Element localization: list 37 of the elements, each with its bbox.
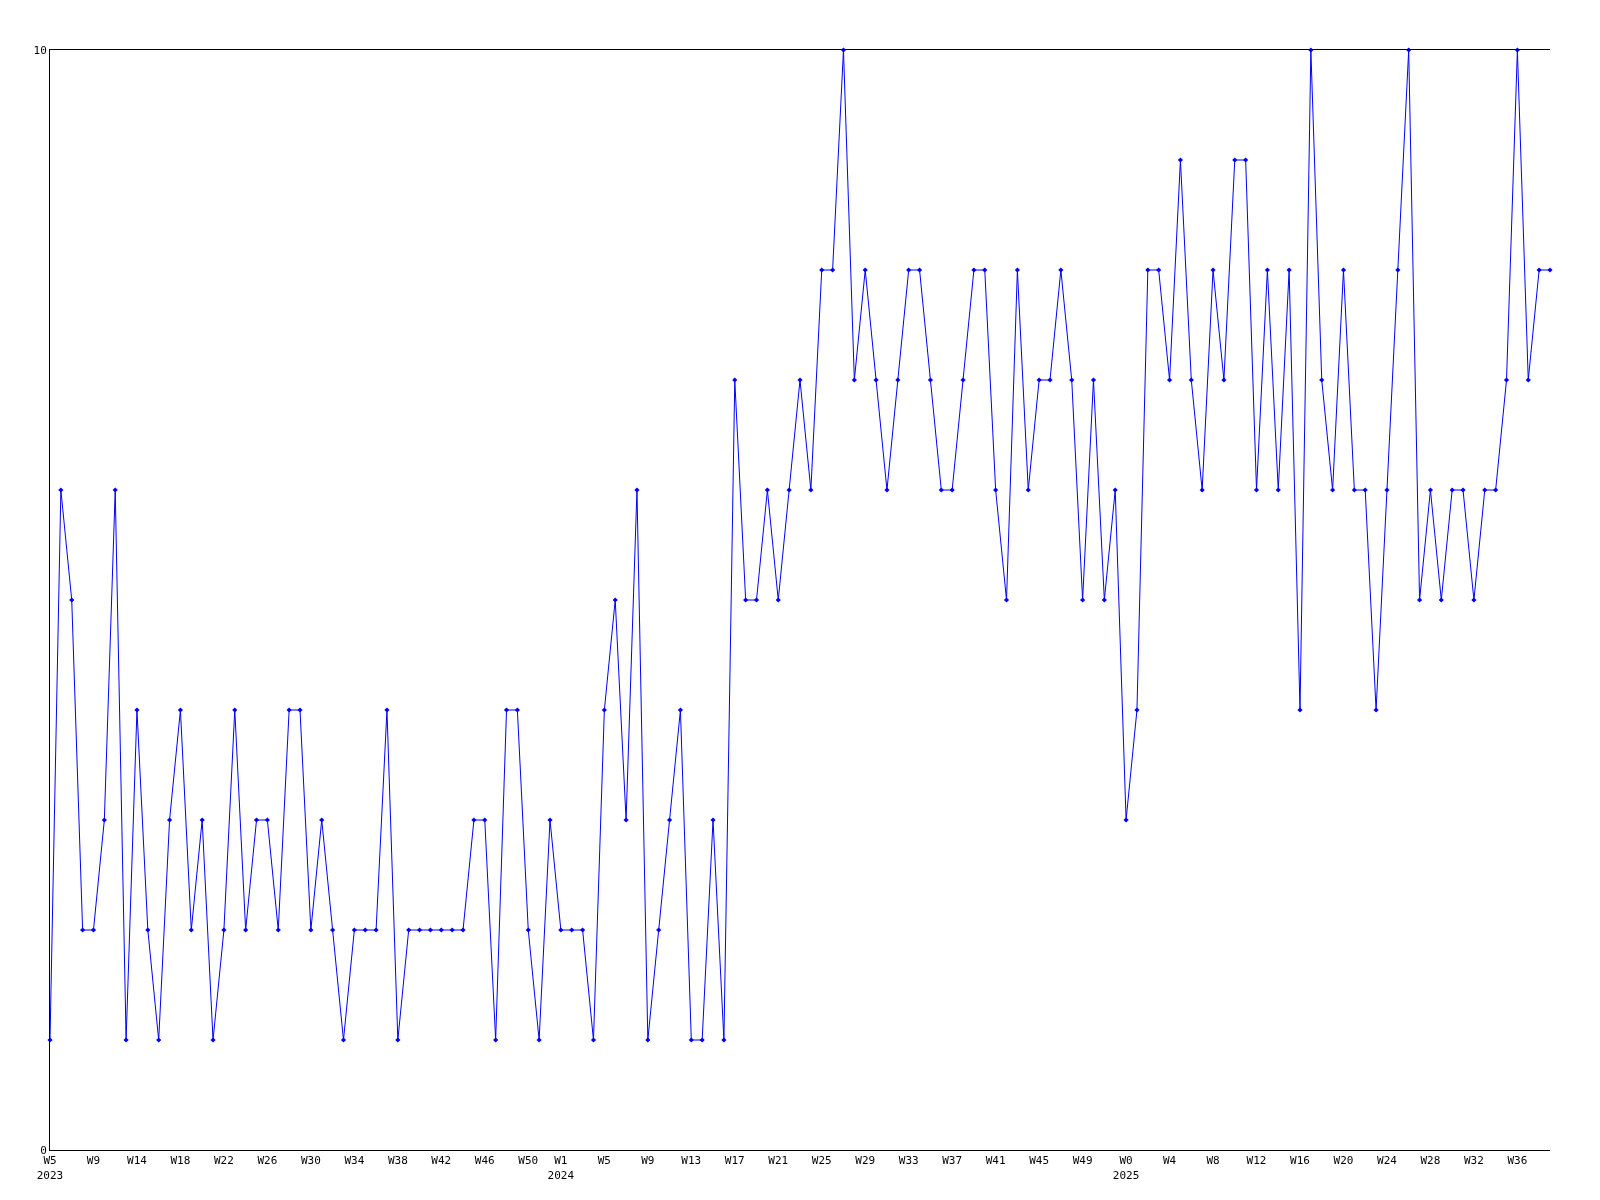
x-tick-label: W26 <box>257 1154 278 1168</box>
x-tick-label: W28 <box>1420 1154 1441 1168</box>
x-tick-label: W38 <box>387 1154 408 1168</box>
x-tick-label: W13 <box>681 1154 702 1168</box>
x-tick-label: W30 <box>300 1154 321 1168</box>
x-tick-label: W49 <box>1072 1154 1093 1168</box>
x-tick-label: W32 <box>1463 1154 1484 1168</box>
x-tick-label: W24 <box>1377 1154 1398 1168</box>
x-tick-label: W20 <box>1333 1154 1354 1168</box>
x-tick-label: W29 <box>855 1154 876 1168</box>
x-tick-label: W25 <box>811 1154 832 1168</box>
x-tick-label: W17 <box>724 1154 745 1168</box>
x-tick-label: W37 <box>942 1154 963 1168</box>
x-tick-label: W34 <box>344 1154 365 1168</box>
x-tick-label: W36 <box>1507 1154 1528 1168</box>
x-tick-label: W14 <box>127 1154 148 1168</box>
x-tick-label: W45 <box>1029 1154 1050 1168</box>
x-tick-label: W21 <box>768 1154 789 1168</box>
y-tick-label: 10 <box>33 43 47 57</box>
x-tick-label: W22 <box>213 1154 234 1168</box>
x-tick-label: W33 <box>898 1154 919 1168</box>
x-tick-label: W5 <box>597 1154 611 1168</box>
x-tick-label: W1 2024 <box>547 1154 575 1182</box>
x-tick-label: W0 2025 <box>1112 1154 1140 1182</box>
y-tick-label: 0 <box>40 1143 47 1157</box>
x-tick-label: W42 <box>431 1154 452 1168</box>
x-tick-label: W12 <box>1246 1154 1267 1168</box>
x-tick-label: W18 <box>170 1154 191 1168</box>
x-tick-label: W16 <box>1290 1154 1310 1168</box>
x-tick-label: W5 2023 <box>36 1154 64 1182</box>
x-tick-label: W46 <box>474 1154 495 1168</box>
x-tick-label: W4 <box>1162 1154 1177 1168</box>
x-tick-label: W41 <box>985 1154 1006 1168</box>
x-tick-label: W50 <box>518 1154 539 1168</box>
x-tick-label: W9 <box>86 1154 101 1168</box>
x-tick-label: W9 <box>641 1154 655 1168</box>
x-tick-label: W8 <box>1206 1154 1220 1168</box>
